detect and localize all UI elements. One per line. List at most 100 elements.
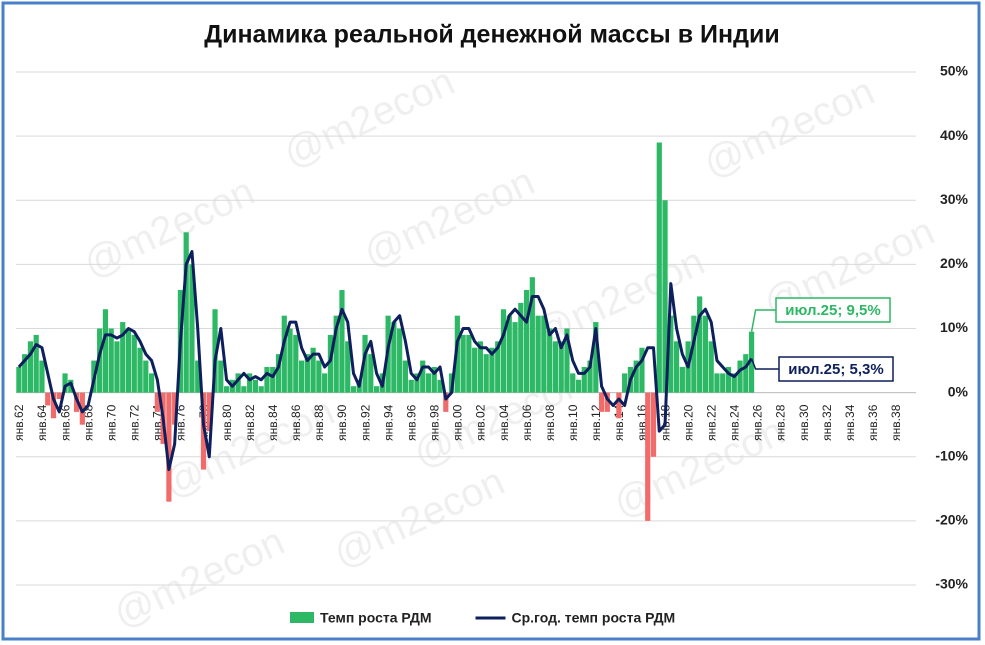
chart-title: Динамика реальной денежной массы в Индии <box>204 21 779 49</box>
bar <box>581 366 587 393</box>
bar <box>16 366 22 393</box>
bar <box>431 366 437 393</box>
bar <box>679 366 685 393</box>
bar <box>287 328 293 393</box>
y-tick-label: 20% <box>940 255 969 271</box>
bar <box>656 142 662 393</box>
bar <box>414 373 420 393</box>
bar <box>333 315 339 393</box>
bar <box>275 354 282 393</box>
x-tick-label: янв.12 <box>589 404 603 441</box>
y-tick-label: -10% <box>935 447 968 463</box>
x-tick-label: янв.24 <box>728 404 742 441</box>
annotation-box <box>778 356 894 382</box>
bar <box>258 386 264 393</box>
bar <box>172 392 178 425</box>
x-tick-label: янв.38 <box>889 404 903 441</box>
bar <box>183 232 189 393</box>
bar <box>102 309 109 393</box>
bar <box>373 386 380 393</box>
bar <box>748 331 755 393</box>
bar <box>425 373 432 393</box>
bar <box>402 360 409 393</box>
x-tick-label: янв.00 <box>451 404 465 441</box>
x-tick-label: янв.26 <box>751 404 765 441</box>
bar <box>547 328 553 393</box>
bar <box>310 347 316 393</box>
bar <box>466 334 472 393</box>
y-tick-label: -20% <box>935 512 968 528</box>
bar <box>408 379 414 393</box>
bar <box>616 392 622 419</box>
bar <box>131 334 137 393</box>
annotation-leader <box>750 309 776 332</box>
x-tick-label: янв.86 <box>289 404 303 441</box>
bar <box>420 360 426 393</box>
bar <box>298 360 305 393</box>
bar <box>62 373 68 393</box>
bar <box>697 296 703 393</box>
x-tick-label: янв.88 <box>312 404 326 441</box>
x-tick-label: янв.92 <box>358 404 372 441</box>
bar <box>22 354 28 393</box>
bar <box>437 379 443 393</box>
bar <box>120 322 126 393</box>
bar <box>443 392 449 412</box>
bar <box>195 360 201 393</box>
x-tick-label: янв.14 <box>612 404 626 441</box>
bar <box>316 360 322 393</box>
bar <box>645 392 651 521</box>
bar <box>714 373 720 393</box>
bar <box>391 322 397 393</box>
bar <box>587 360 593 393</box>
bar <box>143 360 149 393</box>
bar <box>368 354 374 393</box>
x-tick-label: янв.84 <box>266 404 280 441</box>
bar <box>472 347 478 393</box>
x-tick-label: янв.20 <box>681 404 695 441</box>
bar <box>518 302 524 393</box>
bar <box>489 347 495 393</box>
bar <box>108 328 114 393</box>
bar <box>45 392 51 406</box>
x-tick-label: янв.04 <box>497 404 511 441</box>
bar <box>345 341 351 393</box>
bar <box>33 334 39 393</box>
bar <box>535 315 541 393</box>
bar <box>264 366 270 393</box>
legend-label: Темп роста РДМ <box>320 610 432 626</box>
x-tick-label: янв.02 <box>474 404 488 441</box>
bar <box>166 392 172 502</box>
y-tick-label: -30% <box>935 576 968 592</box>
legend-label: Ср.год. темп роста РДМ <box>512 610 676 626</box>
bar <box>322 373 328 393</box>
x-tick-label: янв.62 <box>12 404 26 441</box>
x-tick-label: янв.64 <box>35 404 49 441</box>
bar <box>495 341 501 393</box>
x-tick-label: янв.30 <box>797 404 811 441</box>
bar <box>552 341 559 393</box>
y-tick-label: 40% <box>940 127 969 143</box>
x-tick-label: янв.34 <box>843 404 857 441</box>
bar <box>500 309 507 393</box>
bar <box>673 341 680 393</box>
bar <box>512 322 518 393</box>
bar <box>622 373 628 393</box>
annotation: июл.25; 5,3% <box>788 361 883 378</box>
bar <box>541 315 547 393</box>
bar <box>662 200 668 393</box>
x-tick-label: янв.96 <box>404 404 418 441</box>
bar <box>702 315 709 393</box>
bar <box>350 386 357 393</box>
x-tick-label: янв.70 <box>104 404 118 441</box>
bar <box>223 386 230 393</box>
bar <box>125 328 132 393</box>
bar <box>737 360 743 393</box>
bar <box>639 347 645 393</box>
bar <box>477 341 484 393</box>
bar <box>148 373 155 393</box>
bar <box>523 290 530 393</box>
y-tick-label: 0% <box>948 383 969 399</box>
bar <box>604 392 610 412</box>
